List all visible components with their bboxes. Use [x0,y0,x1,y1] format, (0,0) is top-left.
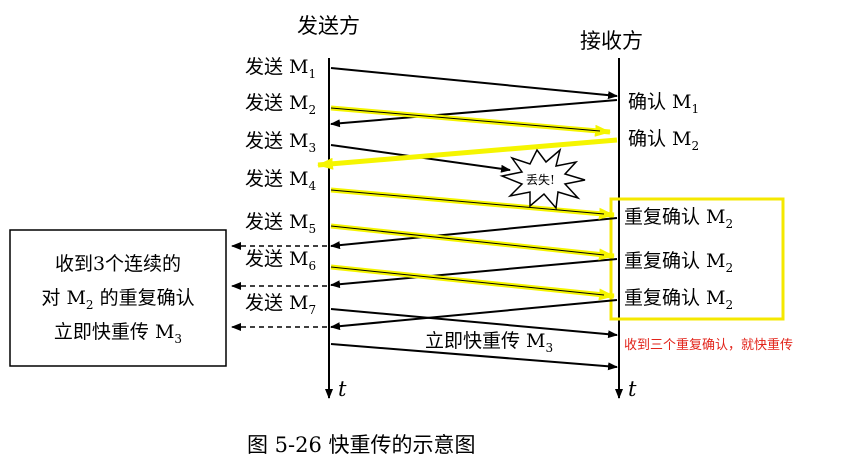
figure-caption: 图 5-26 快重传的示意图 [247,433,476,457]
note-line-3: 立即快重传 M3 [54,321,182,346]
svg-text:发送 M7: 发送 M7 [245,292,316,317]
msg-send-7 [330,308,618,339]
svg-text:发送 M2: 发送 M2 [245,92,316,117]
msg-send-4-core [330,189,605,215]
send-label-7: 发送 M7 [245,292,316,317]
svg-text:发送 M6: 发送 M6 [245,248,316,273]
msg-send-1 [330,67,618,100]
send-label-5: 发送 M5 [245,211,316,236]
svg-text:发送 M5: 发送 M5 [245,211,316,236]
dup-ack-label-1: 重复确认 M2 [624,206,733,231]
send-label-3: 发送 M3 [245,130,316,155]
svg-text:重复确认 M2: 重复确认 M2 [624,287,733,312]
msg-ack-1 [330,99,618,128]
msg-dup-ack-3 [330,299,618,331]
retransmit-label: 立即快重传 M3 [425,330,553,355]
msg-send-5-core [330,225,605,256]
send-label-6: 发送 M6 [245,248,316,273]
send-label-1: 发送 M1 [245,56,316,81]
lost-label: 丢失! [526,172,555,187]
msg-dup-ack-2 [330,258,618,289]
msg-retransmit-3 [330,343,618,371]
svg-text:确认 M1: 确认 M1 [628,91,699,116]
svg-text:确认 M2: 确认 M2 [628,128,699,153]
msg-send-2-core [330,107,601,132]
note-line-1: 收到3个连续的 [55,253,181,275]
red-annotation: 收到三个重复确认，就快重传 [624,337,793,353]
sender-time-label: t [338,377,347,401]
dup-ack-label-2: 重复确认 M2 [624,250,733,275]
receiver-header: 接收方 [580,29,643,53]
svg-text:发送 M4: 发送 M4 [245,168,317,193]
sender-header: 发送方 [297,14,360,38]
svg-text:发送 M3: 发送 M3 [245,130,316,155]
svg-text:发送 M1: 发送 M1 [245,56,316,81]
lost-burst-shape [499,147,586,210]
msg-dup-ack-1 [330,217,618,250]
msg-ack-2-highlight [317,137,618,170]
note-line-2: 对 M2 的重复确认 [41,287,194,312]
ack-label-1: 确认 M1 [628,91,699,116]
ack-label-2: 确认 M2 [628,128,699,153]
msg-send-6-core [330,266,605,296]
svg-text:重复确认 M2: 重复确认 M2 [624,250,733,275]
send-label-2: 发送 M2 [245,92,316,117]
dup-ack-label-3: 重复确认 M2 [624,287,733,312]
fast-retransmit-note-box [9,229,227,367]
receiver-time-label: t [628,377,637,401]
svg-text:重复确认 M2: 重复确认 M2 [624,206,733,231]
send-label-4: 发送 M4 [245,168,317,193]
